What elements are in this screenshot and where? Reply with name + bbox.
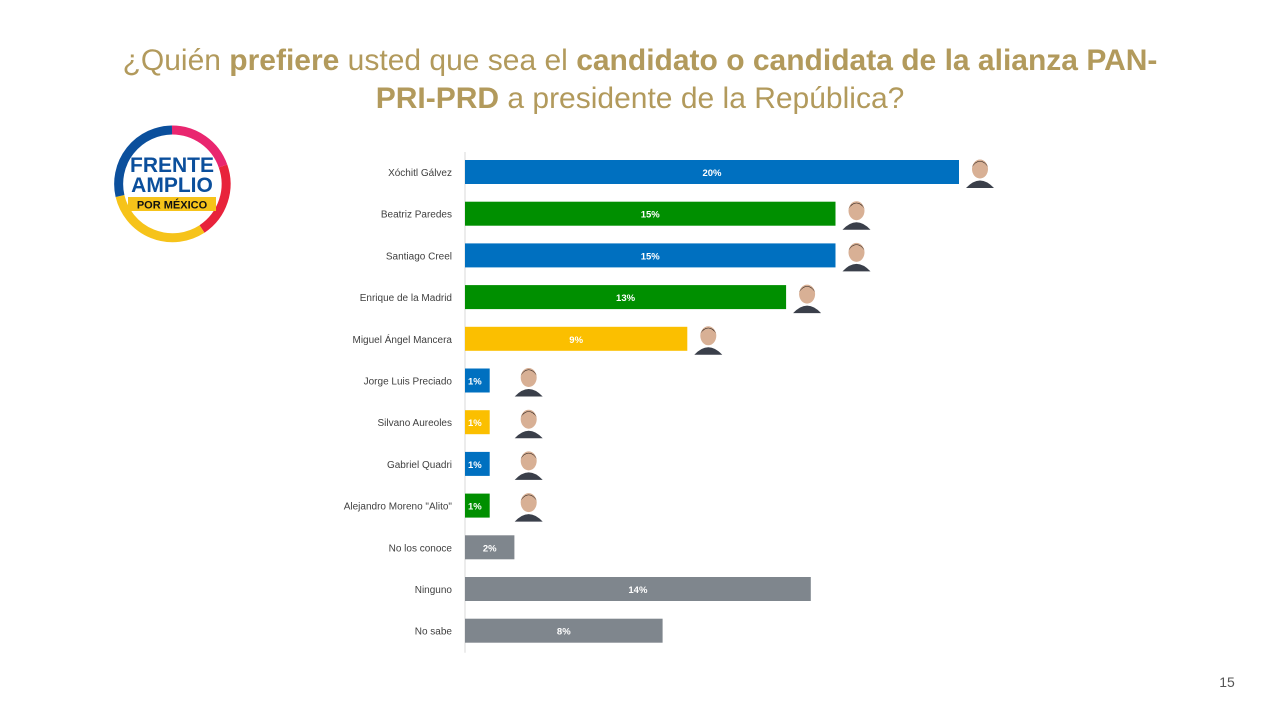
photo-hair xyxy=(848,244,865,251)
candidate-photo-icon xyxy=(511,404,546,439)
title-segment: a presidente de la República? xyxy=(499,82,905,115)
bar xyxy=(465,618,663,643)
candidate-photo-icon xyxy=(511,445,546,480)
category-label: Alejandro Moreno "Alito" xyxy=(344,502,453,513)
photo-hair xyxy=(700,327,717,334)
photo-shoulders xyxy=(694,347,723,355)
candidate-photo-icon xyxy=(691,320,726,355)
logo-text-frente: FRENTE xyxy=(130,154,214,177)
bar xyxy=(465,451,490,476)
category-label: Beatriz Paredes xyxy=(381,210,452,221)
data-label: 9% xyxy=(569,335,583,346)
photo-shoulders xyxy=(514,472,543,480)
photo-hair xyxy=(520,452,537,459)
candidate-photo-icon xyxy=(511,362,546,397)
photo-hair xyxy=(520,494,537,501)
category-label: Gabriel Quadri xyxy=(387,460,452,471)
bar xyxy=(465,326,688,351)
data-label: 13% xyxy=(616,293,636,304)
candidate-photo-icon xyxy=(963,154,997,188)
category-label: Santiago Creel xyxy=(386,251,452,262)
photo-shoulders xyxy=(842,222,871,230)
photo-face xyxy=(520,368,537,387)
photo-shoulders xyxy=(514,430,543,439)
logo-text-por-mexico: POR MÉXICO xyxy=(137,199,208,212)
photo-shoulders xyxy=(793,305,822,314)
category-label: No los conoce xyxy=(389,543,453,554)
logo-ring-pink xyxy=(171,125,228,168)
category-label: Miguel Ángel Mancera xyxy=(353,333,453,346)
photo-shoulders xyxy=(514,389,543,397)
bar xyxy=(465,410,490,435)
data-label: 1% xyxy=(468,377,482,388)
photo-face xyxy=(848,201,865,221)
logo-ring-yellow xyxy=(115,194,205,243)
candidate-photo-icon xyxy=(839,237,874,272)
title-segment: usted que sea el xyxy=(339,44,577,77)
title-segment: prefiere xyxy=(229,44,340,77)
data-label: 1% xyxy=(468,418,482,429)
photo-shoulders xyxy=(842,263,871,272)
category-label: Silvano Aureoles xyxy=(378,418,453,429)
photo-hair xyxy=(520,369,537,376)
logo-text-amplio: AMPLIO xyxy=(131,174,213,197)
category-label: Enrique de la Madrid xyxy=(360,293,452,304)
data-label: 1% xyxy=(468,502,482,513)
bar xyxy=(465,243,836,268)
photo-face xyxy=(799,284,816,304)
title-segment: candidato o candidata de la alianza PAN-… xyxy=(375,44,1158,115)
frente-amplio-logo: FRENTE AMPLIO POR MÉXICO xyxy=(114,125,231,243)
logo-banner xyxy=(128,197,216,211)
category-label: Ninguno xyxy=(415,585,453,596)
bar xyxy=(465,201,836,226)
photo-face xyxy=(972,159,988,179)
candidate-photo-icon xyxy=(790,279,825,314)
title-segment: ¿Quién xyxy=(122,44,230,77)
photo-face xyxy=(700,326,717,346)
photo-hair xyxy=(799,286,816,293)
page-number: 15 xyxy=(1219,674,1235,690)
photo-hair xyxy=(520,411,537,418)
bar xyxy=(465,285,787,310)
candidate-photo-icon xyxy=(511,487,546,522)
photo-face xyxy=(848,242,865,262)
data-label: 8% xyxy=(557,627,571,638)
photo-shoulders xyxy=(514,514,543,522)
data-label: 14% xyxy=(628,585,648,596)
photo-face xyxy=(520,409,537,429)
data-label: 2% xyxy=(483,543,497,554)
photo-hair xyxy=(972,161,988,167)
bar xyxy=(465,160,959,184)
data-label: 20% xyxy=(702,168,722,179)
bar xyxy=(465,577,811,601)
category-label: No sabe xyxy=(415,627,453,638)
data-label: 15% xyxy=(641,210,661,221)
logo-ring-blue xyxy=(114,125,173,197)
photo-shoulders xyxy=(966,180,994,188)
logo-ring-red xyxy=(199,164,231,233)
category-label: Xóchitl Gálvez xyxy=(388,168,452,179)
bar xyxy=(465,368,490,393)
photo-face xyxy=(520,451,537,471)
candidate-photo-icon xyxy=(839,195,874,230)
data-label: 1% xyxy=(468,460,482,471)
chart-title: ¿Quién prefiere usted que sea el candida… xyxy=(120,42,1160,118)
bar xyxy=(465,493,490,518)
photo-face xyxy=(520,493,537,513)
data-label: 15% xyxy=(641,251,661,262)
photo-hair xyxy=(848,202,865,209)
bar xyxy=(465,535,515,560)
category-label: Jorge Luis Preciado xyxy=(364,377,453,388)
